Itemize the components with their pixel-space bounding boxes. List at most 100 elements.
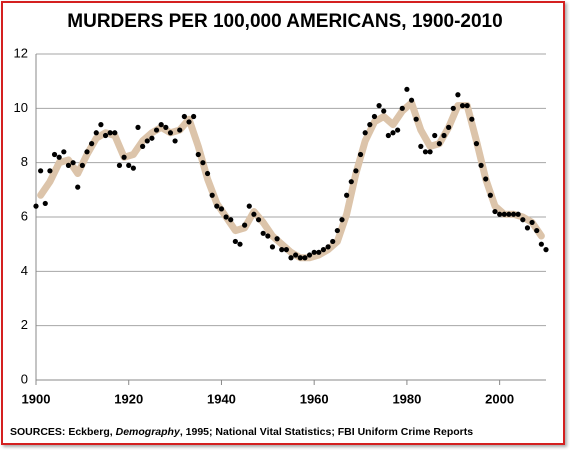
data-point	[47, 168, 53, 174]
data-point	[200, 160, 206, 166]
data-point	[140, 143, 146, 149]
data-point	[371, 113, 378, 120]
y-tick-label: 0	[21, 371, 28, 386]
data-point	[297, 255, 303, 261]
data-point	[422, 149, 429, 155]
data-point	[404, 86, 410, 92]
data-point	[274, 236, 280, 242]
data-point	[33, 203, 39, 209]
y-tick-label: 4	[21, 263, 28, 278]
data-point	[195, 151, 201, 158]
data-point	[538, 241, 544, 247]
data-point	[376, 103, 382, 109]
data-point	[153, 127, 160, 133]
chart-title: MURDERS PER 100,000 AMERICANS, 1900-2010	[67, 11, 502, 32]
data-point	[459, 103, 466, 109]
data-point	[126, 162, 132, 168]
data-point	[191, 113, 197, 120]
data-point	[167, 130, 174, 136]
data-point	[330, 238, 336, 245]
data-point	[102, 132, 109, 139]
data-point	[255, 217, 262, 223]
data-point	[339, 217, 345, 223]
data-point	[163, 124, 169, 130]
data-point	[543, 247, 549, 253]
data-point	[260, 230, 266, 236]
data-point	[450, 105, 456, 111]
data-point	[316, 249, 322, 255]
data-point	[436, 141, 442, 147]
data-point	[492, 208, 498, 215]
data-point	[121, 154, 127, 160]
data-point	[344, 192, 350, 198]
data-point	[399, 105, 405, 111]
y-tick-label: 6	[21, 208, 28, 223]
data-point	[413, 116, 419, 122]
data-point	[395, 127, 401, 133]
data-point	[515, 211, 521, 217]
data-point	[251, 211, 257, 217]
x-tick-label: 1980	[392, 391, 421, 406]
data-point	[279, 247, 285, 253]
data-point	[181, 113, 187, 120]
data-point	[79, 162, 85, 168]
x-tick-label: 1940	[207, 391, 236, 406]
source-text: Demography	[115, 426, 180, 438]
data-point	[214, 203, 220, 209]
x-tick-label: 2000	[485, 391, 514, 406]
data-point	[478, 162, 484, 168]
data-point	[93, 130, 99, 136]
data-point	[42, 200, 48, 207]
data-point	[158, 122, 164, 128]
data-point	[487, 192, 493, 198]
data-point	[172, 138, 178, 144]
data-point	[483, 176, 489, 182]
data-point	[418, 143, 424, 149]
data-point	[320, 247, 327, 253]
data-point	[367, 122, 373, 128]
source-note: SOURCES: Eckberg, Demography, 1995; Nati…	[10, 426, 473, 438]
data-point	[70, 160, 76, 166]
data-point	[237, 241, 243, 247]
source-text: , 1995; National Vital Statistics; FBI U…	[179, 426, 474, 438]
data-point	[325, 244, 331, 250]
data-point	[209, 192, 215, 198]
data-point	[311, 249, 317, 255]
data-point	[506, 211, 512, 217]
data-point	[242, 222, 248, 228]
data-point	[501, 211, 507, 217]
data-point	[385, 132, 391, 139]
data-point	[529, 219, 535, 226]
data-point	[408, 97, 415, 103]
data-point	[464, 103, 470, 109]
data-point	[51, 151, 58, 158]
data-point	[441, 132, 447, 139]
data-point	[144, 138, 150, 144]
data-point	[232, 238, 238, 245]
data-point	[177, 127, 183, 133]
x-tick-label: 1960	[300, 391, 329, 406]
data-point	[497, 211, 503, 217]
data-point	[61, 149, 67, 155]
data-point	[334, 227, 340, 234]
data-point	[218, 206, 225, 212]
data-point	[432, 132, 438, 139]
data-point	[98, 122, 104, 128]
data-point	[130, 165, 136, 171]
frame	[1, 1, 565, 445]
data-point	[348, 179, 354, 185]
data-point	[362, 130, 368, 136]
x-tick-label: 1920	[114, 391, 143, 406]
data-point	[293, 252, 299, 258]
data-point	[38, 168, 44, 174]
data-point	[534, 227, 540, 234]
data-point	[381, 108, 387, 114]
data-point	[84, 149, 90, 155]
y-tick-label: 2	[21, 317, 28, 332]
data-point	[75, 184, 81, 190]
data-point	[283, 247, 289, 253]
data-point	[390, 130, 396, 136]
data-point	[56, 154, 62, 160]
data-point	[306, 252, 313, 258]
